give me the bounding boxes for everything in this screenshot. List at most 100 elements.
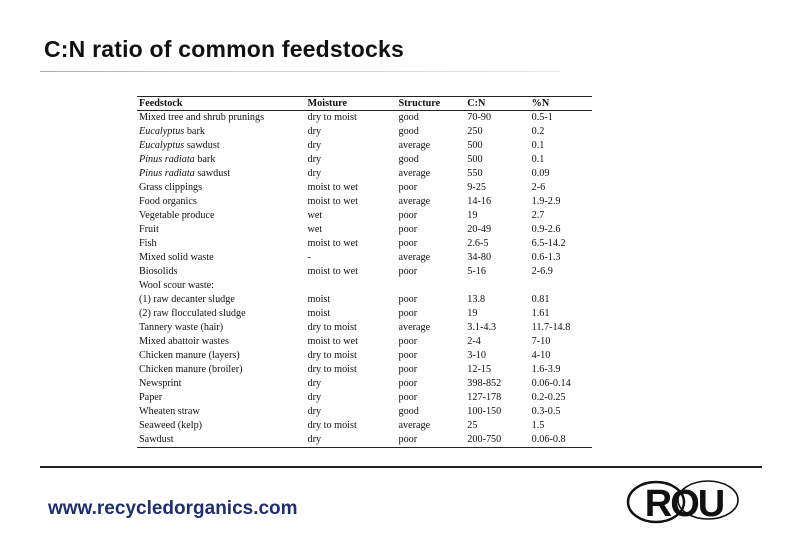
cell-feedstock: Pinus radiata sawdust <box>137 167 306 181</box>
page-title: C:N ratio of common feedstocks <box>44 36 404 62</box>
cell-structure <box>396 279 465 293</box>
table-row: Mixed solid waste - average 34-80 0.6-1.3 <box>137 251 592 265</box>
cell-cn-ratio: 9-25 <box>467 182 486 193</box>
table-row: Grass clippings moist to wet poor 9-25 2-6 <box>137 181 592 195</box>
cell-moisture: moist to wet <box>307 336 358 347</box>
cell-moisture: moist <box>307 294 331 305</box>
cell-moisture: dry to moist <box>307 420 357 431</box>
cell-structure: poor <box>398 336 418 347</box>
feedstock-text: Chicken manure (broiler) <box>139 364 243 375</box>
table-row: (2) raw flocculated sludge moist poor 19 1.6… <box>137 307 592 321</box>
cell-structure: poor <box>398 294 418 305</box>
cell-nitrogen-percent: 1.6-3.9 <box>531 364 561 375</box>
feedstock-text: Sawdust <box>139 434 174 445</box>
cell-feedstock: Fruit <box>137 223 306 237</box>
feedstock-part: bark <box>184 126 205 137</box>
cell-structure: poor <box>398 392 418 403</box>
cell-cn-ratio: 20-49 <box>467 224 492 235</box>
feedstock-part: sawdust <box>184 140 220 151</box>
table-row: Paper dry poor 127-178 0.2-0.25 <box>137 391 592 405</box>
cell-moisture: dry to moist <box>307 322 357 333</box>
cell-cn-ratio: 19 <box>467 308 478 319</box>
cell-cn-ratio: 3-10 <box>467 350 486 361</box>
cell-structure: average <box>398 196 431 207</box>
cell-cn-ratio: 2.6-5 <box>467 238 489 249</box>
cell-cn-ratio: 550 <box>467 168 483 179</box>
cell-moisture: - <box>307 252 311 263</box>
cell-feedstock: Chicken manure (broiler) <box>137 363 306 377</box>
cell-feedstock: (1) raw decanter sludge <box>137 293 306 307</box>
header-nitrogen-percent: %N <box>529 96 592 111</box>
cell-cn-ratio: 25 <box>467 420 478 431</box>
cell-feedstock: Grass clippings <box>137 181 306 195</box>
cell-cn-ratio: 13.8 <box>467 294 486 305</box>
logo-ring-2 <box>677 480 739 520</box>
cell-structure: average <box>398 420 431 431</box>
rou-logo: ROU <box>626 480 739 524</box>
table-row: Vegetable produce wet poor 19 2.7 <box>137 209 592 223</box>
feedstock-text: Mixed abattoir wastes <box>139 336 229 347</box>
website-url: www.recycledorganics.com <box>48 498 298 519</box>
header-cn-ratio: C:N <box>465 96 530 111</box>
cell-moisture: dry <box>307 154 322 165</box>
feedstock-text: Vegetable produce <box>139 210 215 221</box>
cell-structure: average <box>398 168 431 179</box>
feedstock-text: Mixed solid waste <box>139 252 214 263</box>
cell-structure: good <box>398 406 419 417</box>
cell-cn-ratio: 12-15 <box>467 364 492 375</box>
feedstock-text: (2) raw flocculated sludge <box>139 308 246 319</box>
cell-cn-ratio: 398-852 <box>467 378 502 389</box>
cell-nitrogen-percent: 0.2 <box>531 126 545 137</box>
cell-feedstock: Food organics <box>137 195 306 209</box>
cell-feedstock: Chicken manure (layers) <box>137 349 306 363</box>
cell-structure: poor <box>398 350 418 361</box>
cell-feedstock: Mixed abattoir wastes <box>137 335 306 349</box>
cell-feedstock: Biosolids <box>137 265 306 279</box>
cell-structure: good <box>398 126 419 137</box>
cell-feedstock: Seaweed (kelp) <box>137 419 306 433</box>
cell-moisture: moist to wet <box>307 266 358 277</box>
cell-structure: good <box>398 112 419 123</box>
feedstock-part: bark <box>194 154 216 165</box>
table-row: Eucalyptus sawdust dry average 500 0.1 <box>137 139 592 153</box>
table-row: Tannery waste (hair) dry to moist average 3… <box>137 321 592 335</box>
footer-divider <box>40 466 762 468</box>
cell-feedstock: Eucalyptus bark <box>137 125 306 139</box>
cell-cn-ratio: 500 <box>467 154 483 165</box>
cell-nitrogen-percent: 0.81 <box>531 294 550 305</box>
cell-nitrogen-percent: 0.2-0.25 <box>531 392 566 403</box>
feedstock-text: Mixed tree and shrub prunings <box>139 112 265 123</box>
cell-moisture: dry to moist <box>307 112 357 123</box>
table-row: Food organics moist to wet average 14-16 1.9… <box>137 195 592 209</box>
table-row: Seaweed (kelp) dry to moist average 25 1.5 <box>137 419 592 433</box>
cell-feedstock: Paper <box>137 391 306 405</box>
cell-structure: average <box>398 140 431 151</box>
feedstock-text: Newsprint <box>139 378 182 389</box>
cell-moisture: dry <box>305 433 397 448</box>
table-row: Newsprint dry poor 398-852 0.06-0.14 <box>137 377 592 391</box>
cell-structure: poor <box>398 224 418 235</box>
cell-feedstock: Fish <box>137 237 306 251</box>
cell-feedstock: Wool scour waste: <box>137 279 306 293</box>
cell-cn-ratio: 70-90 <box>467 112 492 123</box>
cell-feedstock: Pinus radiata bark <box>137 153 306 167</box>
feedstock-text: Seaweed (kelp) <box>139 420 203 431</box>
logo-ring <box>626 480 686 524</box>
cell-structure: poor <box>398 238 418 249</box>
header-structure: Structure <box>396 96 466 111</box>
cell-nitrogen-percent: 4-10 <box>531 350 551 361</box>
cell-feedstock: Wheaten straw <box>137 405 306 419</box>
cell-structure: poor <box>398 364 418 375</box>
feedstock-species: Eucalyptus <box>139 126 185 137</box>
feedstock-table: Feedstock Moisture Structure C:N %N Mixe… <box>137 96 592 448</box>
cell-nitrogen-percent: 0.9-2.6 <box>531 224 561 235</box>
feedstock-text: Wool scour waste: <box>139 280 215 291</box>
header-moisture: Moisture <box>305 96 397 111</box>
table-row: Chicken manure (layers) dry to moist poor 3… <box>137 349 592 363</box>
cell-moisture: wet <box>307 210 323 221</box>
table-row: Mixed abattoir wastes moist to wet poor 2-4… <box>137 335 592 349</box>
cell-nitrogen-percent: 1.5 <box>531 420 545 431</box>
table-row: Fruit wet poor 20-49 0.9-2.6 <box>137 223 592 237</box>
cell-cn-ratio: 34-80 <box>467 252 492 263</box>
table-row: (1) raw decanter sludge moist poor 13.8 0.81 <box>137 293 592 307</box>
